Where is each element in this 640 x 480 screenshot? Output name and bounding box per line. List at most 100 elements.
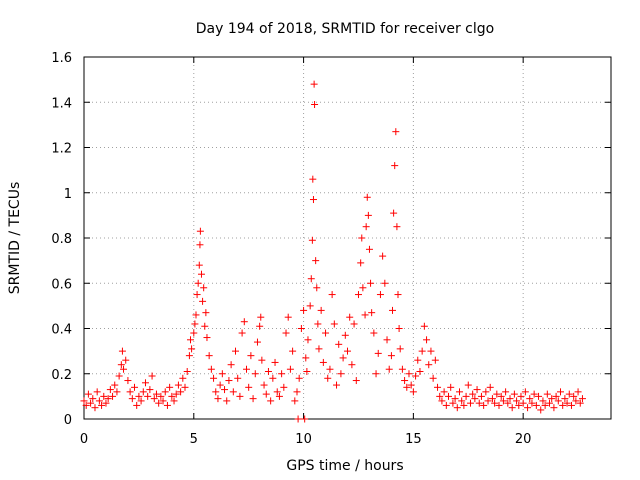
data-point	[497, 392, 505, 400]
data-point	[122, 356, 130, 364]
data-point	[493, 390, 501, 398]
data-point	[102, 399, 110, 407]
data-point	[150, 395, 158, 403]
data-point	[362, 223, 370, 231]
data-point	[414, 356, 422, 364]
data-point	[247, 352, 255, 360]
data-point	[262, 390, 270, 398]
data-point	[469, 390, 477, 398]
data-point	[532, 401, 540, 409]
data-point	[365, 245, 373, 253]
data-point	[354, 291, 362, 299]
x-tick-label: 15	[405, 432, 422, 447]
data-point	[385, 365, 393, 373]
data-point	[185, 352, 193, 360]
data-point	[300, 306, 308, 314]
data-point	[460, 401, 468, 409]
data-point	[350, 320, 358, 328]
data-point	[539, 397, 547, 405]
data-point	[210, 374, 218, 382]
data-point	[434, 383, 442, 391]
data-point	[196, 227, 204, 235]
data-point	[203, 334, 211, 342]
data-point	[565, 390, 573, 398]
data-point	[100, 392, 108, 400]
data-point	[238, 329, 246, 337]
data-point	[126, 388, 134, 396]
data-point	[109, 392, 117, 400]
data-point	[464, 381, 472, 389]
data-point	[174, 381, 182, 389]
data-point	[359, 284, 367, 292]
data-point	[197, 270, 205, 278]
data-point	[438, 397, 446, 405]
data-point	[429, 374, 437, 382]
data-point	[484, 397, 492, 405]
data-point	[137, 397, 145, 405]
data-point	[447, 383, 455, 391]
data-point	[84, 390, 92, 398]
data-point	[306, 302, 314, 310]
data-point	[257, 313, 265, 321]
data-point	[395, 325, 403, 332]
data-point	[389, 306, 397, 314]
data-point	[163, 401, 171, 409]
data-point	[535, 392, 543, 400]
data-point	[221, 386, 229, 394]
data-point	[183, 367, 191, 375]
data-point	[376, 291, 384, 299]
data-point	[475, 399, 483, 407]
data-point	[280, 383, 288, 391]
data-point	[139, 388, 147, 396]
data-point	[177, 388, 185, 396]
data-point	[106, 386, 114, 394]
data-point	[546, 399, 554, 407]
data-point	[291, 397, 299, 405]
data-point	[363, 193, 371, 201]
data-point	[559, 401, 567, 409]
data-point	[201, 322, 209, 330]
data-point	[409, 388, 417, 396]
data-point	[284, 313, 292, 321]
data-point	[352, 377, 360, 385]
data-point	[236, 392, 244, 400]
data-point	[383, 336, 391, 344]
data-point	[199, 297, 207, 305]
y-tick-label: 0.6	[51, 277, 72, 292]
x-tick-label: 20	[515, 432, 532, 447]
y-tick-label: 0.8	[51, 232, 72, 247]
data-point	[502, 388, 510, 396]
y-tick-label: 1	[64, 187, 72, 202]
data-point	[313, 284, 321, 292]
data-point	[253, 338, 261, 346]
data-point	[168, 392, 176, 400]
data-point	[455, 388, 463, 396]
data-point	[225, 377, 233, 385]
data-point	[372, 370, 380, 378]
data-point	[491, 399, 499, 407]
data-point	[93, 388, 101, 396]
data-point	[242, 365, 250, 373]
data-point	[212, 388, 220, 396]
data-point	[563, 399, 571, 407]
data-point	[333, 381, 341, 389]
data-point	[578, 395, 586, 403]
y-tick-label: 1.2	[51, 142, 72, 157]
data-point	[133, 401, 141, 409]
data-point	[120, 365, 128, 373]
data-point	[519, 399, 527, 407]
data-point	[315, 345, 323, 353]
data-point	[510, 390, 518, 398]
data-point	[392, 128, 400, 136]
data-point	[436, 392, 444, 400]
data-point	[381, 279, 389, 287]
data-point	[394, 291, 402, 299]
data-point	[431, 356, 439, 364]
data-point	[131, 383, 139, 391]
y-tick-label: 0.2	[51, 368, 72, 383]
data-point	[556, 388, 564, 396]
data-point	[330, 320, 338, 328]
y-tick-labels: 0 0.2 0.4 0.6 0.8 1 1.2 1.4 1.6	[51, 51, 72, 428]
data-point	[311, 101, 319, 109]
